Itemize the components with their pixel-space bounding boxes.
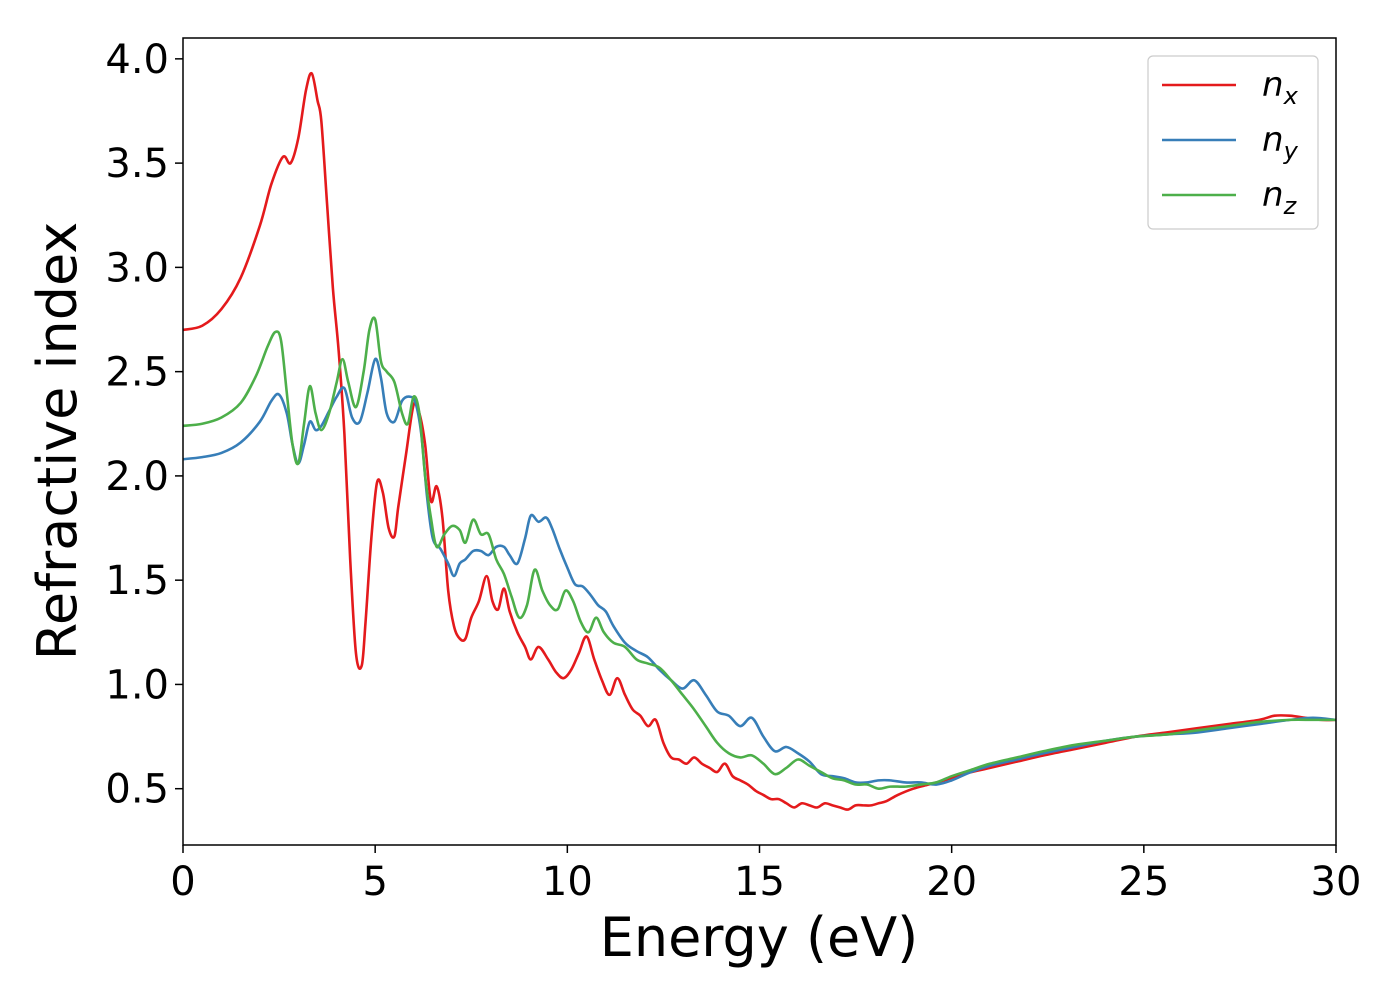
y-tick-label: 3.0 (105, 245, 169, 291)
series-line-ny (183, 357, 1336, 786)
series-layer (183, 71, 1336, 811)
y-tick-label: 0.5 (105, 767, 169, 813)
x-tick-label: 20 (926, 859, 977, 905)
x-axis-label: Energy (eV) (600, 906, 919, 969)
x-tick-label: 15 (734, 859, 785, 905)
x-tick-label: 5 (362, 859, 387, 905)
x-axis-ticks: 0 5 10 15 20 25 30 (170, 845, 1361, 905)
y-axis-label: Refractive index (26, 222, 89, 661)
y-tick-label: 1.0 (105, 662, 169, 708)
x-tick-label: 10 (542, 859, 593, 905)
y-tick-label: 2.0 (105, 454, 169, 500)
y-axis-ticks: 0.5 1.0 1.5 2.0 2.5 3.0 3.5 4.0 (105, 37, 183, 813)
series-line-nx (183, 71, 1336, 811)
x-tick-label: 0 (170, 859, 195, 905)
x-tick-label: 25 (1118, 859, 1169, 905)
x-tick-label: 30 (1311, 859, 1362, 905)
y-tick-label: 2.5 (105, 350, 169, 396)
y-tick-label: 4.0 (105, 37, 169, 83)
legend-frame (1147, 55, 1319, 230)
y-tick-label: 3.5 (105, 141, 169, 187)
series-line-nz (183, 316, 1336, 791)
y-tick-label: 1.5 (105, 558, 169, 604)
